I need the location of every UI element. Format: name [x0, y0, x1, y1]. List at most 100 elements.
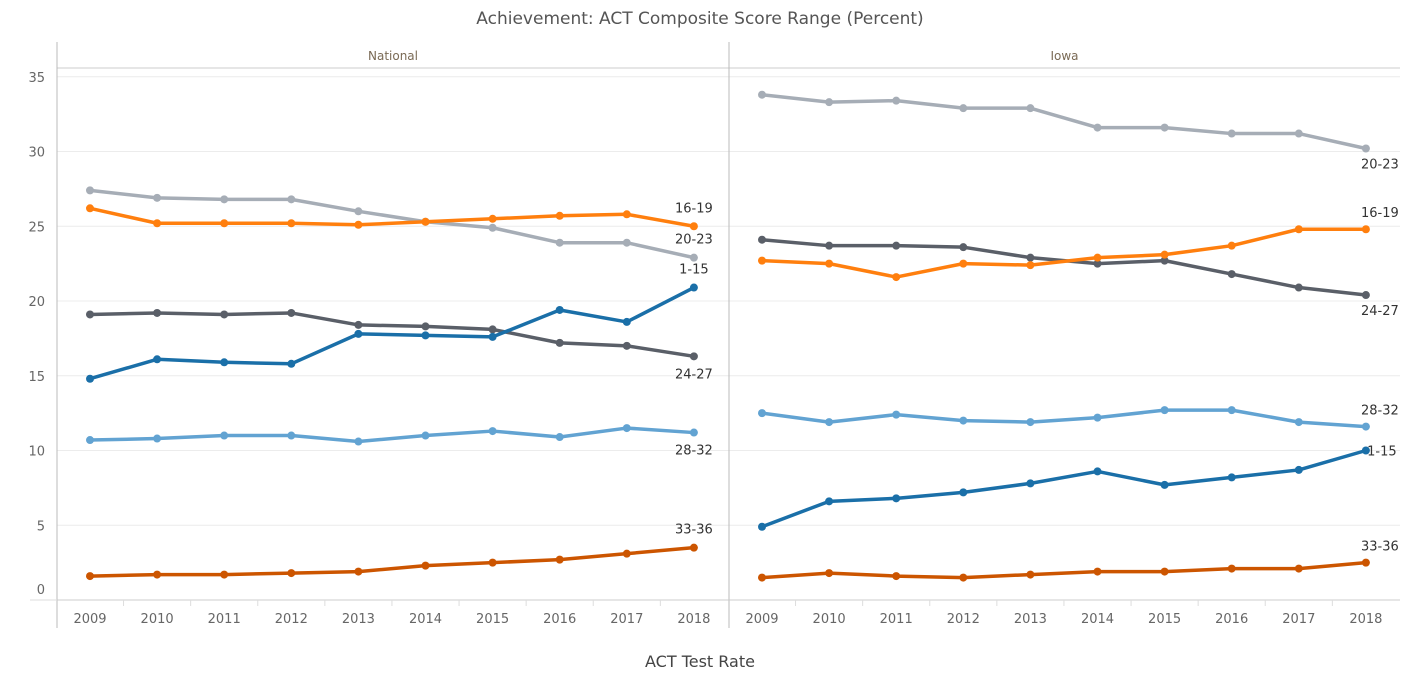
- data-point-33-36: [354, 567, 363, 576]
- x-tick-label: 2012: [947, 612, 980, 627]
- data-point-33-36: [220, 570, 229, 579]
- data-point-16-19: [1294, 225, 1303, 234]
- series-line-16-19: [761, 227, 1366, 279]
- data-point-20-23: [153, 193, 162, 202]
- data-point-28-32: [287, 431, 296, 440]
- data-point-33-36: [959, 573, 968, 582]
- data-point-28-32: [1026, 418, 1035, 427]
- data-point-20-23: [758, 90, 766, 99]
- data-point-20-23: [354, 207, 363, 216]
- data-point-28-32: [488, 427, 497, 436]
- x-tick-label: 2009: [745, 612, 778, 627]
- data-point-24-27: [1160, 256, 1169, 265]
- data-point-28-32: [1294, 418, 1303, 427]
- data-point-33-36: [825, 569, 834, 578]
- data-point-24-27: [1026, 253, 1035, 262]
- data-point-24-27: [86, 310, 94, 319]
- data-point-16-19: [622, 210, 631, 219]
- y-tick-label: 20: [28, 295, 45, 310]
- data-point-33-36: [1093, 567, 1102, 576]
- data-point-33-36: [1227, 564, 1236, 573]
- data-point-28-32: [1361, 422, 1370, 431]
- data-point-20-23: [86, 186, 94, 195]
- data-point-16-19: [488, 214, 497, 223]
- data-point-20-23: [1026, 104, 1035, 113]
- data-point-24-27: [959, 243, 968, 252]
- data-point-16-19: [555, 211, 564, 220]
- series-line-28-32: [89, 426, 695, 444]
- series-line-1-15: [89, 285, 695, 381]
- plot-area: 0 5 10 15 20 25 30 35 National 2009 2010 2011 2012 20…: [28, 42, 1400, 628]
- data-point-24-27: [421, 322, 430, 331]
- data-point-1-15: [758, 522, 766, 531]
- data-point-33-36: [689, 543, 698, 552]
- x-tick-label: 2011: [208, 612, 241, 627]
- data-point-28-32: [892, 410, 901, 419]
- data-point-1-15: [153, 355, 162, 364]
- series-label-16-19: 16-19: [1361, 206, 1399, 221]
- data-point-28-32: [555, 433, 564, 442]
- series-label-33-36: 33-36: [1361, 540, 1399, 555]
- data-point-33-36: [287, 569, 296, 578]
- series-label-28-32: 28-32: [1361, 404, 1399, 419]
- data-point-20-23: [220, 195, 229, 204]
- data-point-28-32: [959, 416, 968, 425]
- x-tick-label: 2010: [813, 612, 846, 627]
- data-point-1-15: [555, 305, 564, 314]
- x-tick-label: 2013: [342, 612, 375, 627]
- data-point-1-15: [689, 283, 698, 292]
- data-point-33-36: [622, 549, 631, 558]
- data-point-20-23: [1227, 129, 1236, 138]
- y-tick-label: 15: [28, 370, 45, 385]
- x-tick-label: 2017: [1282, 612, 1315, 627]
- y-tick-label: 30: [28, 146, 45, 161]
- data-point-1-15: [1361, 446, 1370, 455]
- x-tick-label: 2013: [1014, 612, 1047, 627]
- data-point-28-32: [421, 431, 430, 440]
- y-tick-label: 5: [37, 519, 45, 534]
- data-point-33-36: [892, 572, 901, 581]
- y-tick-label: 25: [28, 220, 45, 235]
- data-point-1-15: [488, 332, 497, 341]
- chart-title: Achievement: ACT Composite Score Range (…: [476, 9, 923, 29]
- data-point-16-19: [86, 204, 94, 213]
- series-label-20-23: 20-23: [675, 233, 713, 248]
- data-point-28-32: [825, 418, 834, 427]
- x-tick-label: 2009: [73, 612, 106, 627]
- data-point-28-32: [354, 437, 363, 446]
- data-point-28-32: [758, 409, 766, 418]
- data-point-16-19: [1227, 241, 1236, 250]
- y-tick-label: 10: [28, 445, 45, 460]
- data-point-20-23: [689, 253, 698, 262]
- data-point-1-15: [959, 488, 968, 497]
- series-label-16-19: 16-19: [675, 201, 713, 216]
- series-line-33-36: [89, 545, 695, 578]
- data-point-1-15: [1227, 473, 1236, 482]
- data-point-16-19: [354, 220, 363, 229]
- panel-header-national: National: [368, 49, 418, 63]
- x-tick-label: 2010: [141, 612, 174, 627]
- data-point-24-27: [892, 241, 901, 250]
- data-point-33-36: [488, 558, 497, 567]
- x-tick-label: 2014: [409, 612, 442, 627]
- x-tick-label: 2018: [1349, 612, 1382, 627]
- data-point-24-27: [220, 310, 229, 319]
- data-point-16-19: [825, 259, 834, 268]
- series-line-24-27: [89, 311, 695, 359]
- data-point-1-15: [892, 494, 901, 503]
- data-point-16-19: [1026, 261, 1035, 270]
- series-line-28-32: [761, 408, 1367, 429]
- data-point-1-15: [825, 497, 834, 506]
- series-line-16-19: [89, 206, 695, 228]
- data-point-16-19: [1093, 253, 1102, 262]
- data-point-20-23: [892, 96, 901, 105]
- data-point-28-32: [689, 428, 698, 437]
- series-label-33-36: 33-36: [675, 523, 713, 538]
- data-point-20-23: [1294, 129, 1303, 138]
- data-point-28-32: [1093, 413, 1102, 422]
- data-point-33-36: [1361, 558, 1370, 567]
- x-tick-label: 2015: [476, 612, 509, 627]
- data-point-1-15: [354, 329, 363, 338]
- x-tick-label: 2016: [543, 612, 576, 627]
